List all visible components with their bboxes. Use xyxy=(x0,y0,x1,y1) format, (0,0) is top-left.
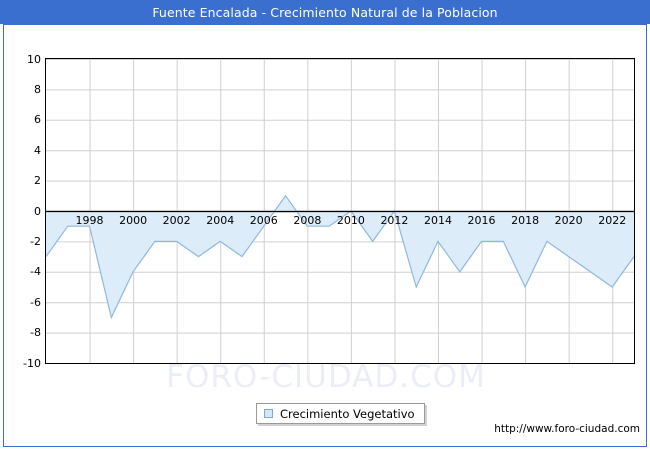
y-axis-tick-label: 2 xyxy=(34,174,41,188)
y-axis-tick-label: 8 xyxy=(34,82,41,96)
window-title-bar: Fuente Encalada - Crecimiento Natural de… xyxy=(0,0,650,24)
area-chart-svg xyxy=(46,59,634,363)
source-url: http://www.foro-ciudad.com xyxy=(494,423,640,435)
chart-frame: 10 8 6 4 2 0 -2 -4 -6 -8 -10 1998 2000 2002 2004 2006 2… xyxy=(3,24,647,447)
legend-swatch-icon xyxy=(264,409,273,418)
y-axis-ticks: 10 8 6 4 2 0 -2 -4 -6 -8 -10 xyxy=(4,54,41,369)
page-title: Fuente Encalada - Crecimiento Natural de… xyxy=(152,4,498,20)
y-axis-tick-label: -8 xyxy=(30,326,41,340)
y-axis-tick-label: -10 xyxy=(23,356,41,370)
watermark-text: FORO-CIUDAD.COM xyxy=(166,359,486,395)
y-axis-tick-label: -6 xyxy=(30,295,41,309)
y-axis-tick-label: 6 xyxy=(34,113,41,127)
y-axis-tick-label: 4 xyxy=(34,143,41,157)
y-axis-tick-label: -2 xyxy=(30,234,41,248)
plot-area xyxy=(45,58,635,364)
y-axis-tick-label: 0 xyxy=(34,204,41,218)
y-axis-tick-label: 10 xyxy=(27,52,41,66)
series-area-fill xyxy=(46,195,634,318)
legend-item-label: Crecimiento Vegetativo xyxy=(280,406,415,421)
chart-legend[interactable]: Crecimiento Vegetativo xyxy=(256,403,425,424)
series-line xyxy=(46,194,634,320)
y-axis-tick-label: -4 xyxy=(30,265,41,279)
